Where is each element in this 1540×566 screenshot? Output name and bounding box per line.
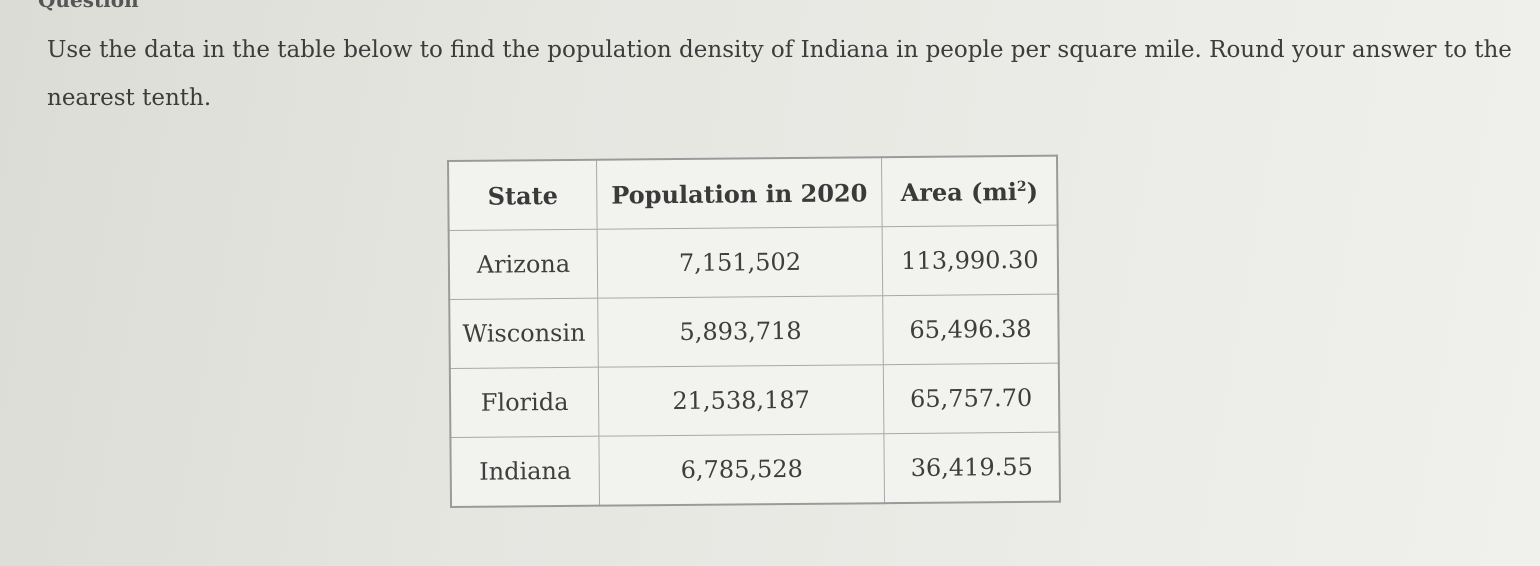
header-area-close: ) xyxy=(1026,176,1039,206)
table-header-row: State Population in 2020 Area (mi2) xyxy=(448,155,1058,231)
table-row: Florida 21,538,187 65,757.70 xyxy=(449,363,1060,438)
question-heading: Question xyxy=(38,0,139,12)
cell-state: Florida xyxy=(449,367,599,438)
cell-population: 5,893,718 xyxy=(597,295,884,368)
cell-state: Arizona xyxy=(448,229,598,300)
header-area: Area (mi2) xyxy=(881,155,1058,227)
cell-population: 7,151,502 xyxy=(597,226,883,299)
header-population: Population in 2020 xyxy=(596,157,883,230)
data-table: State Population in 2020 Area (mi2) Ariz… xyxy=(447,154,1062,508)
cell-population: 21,538,187 xyxy=(598,364,884,437)
cell-area: 36,419.55 xyxy=(883,432,1061,504)
header-area-label: Area (mi xyxy=(900,176,1018,207)
cell-state: Indiana xyxy=(450,436,600,507)
cell-state: Wisconsin xyxy=(449,298,599,369)
question-text: Use the data in the table below to find … xyxy=(47,37,1512,111)
table-row: Indiana 6,785,528 36,419.55 xyxy=(450,432,1061,507)
cell-area: 65,757.70 xyxy=(883,363,1060,434)
header-state: State xyxy=(448,159,598,231)
cell-area: 65,496.38 xyxy=(882,294,1059,365)
table-row: Arizona 7,151,502 113,990.30 xyxy=(448,225,1059,300)
table-row: Wisconsin 5,893,718 65,496.38 xyxy=(449,294,1059,369)
cell-area: 113,990.30 xyxy=(882,225,1059,296)
cell-population: 6,785,528 xyxy=(598,433,885,506)
